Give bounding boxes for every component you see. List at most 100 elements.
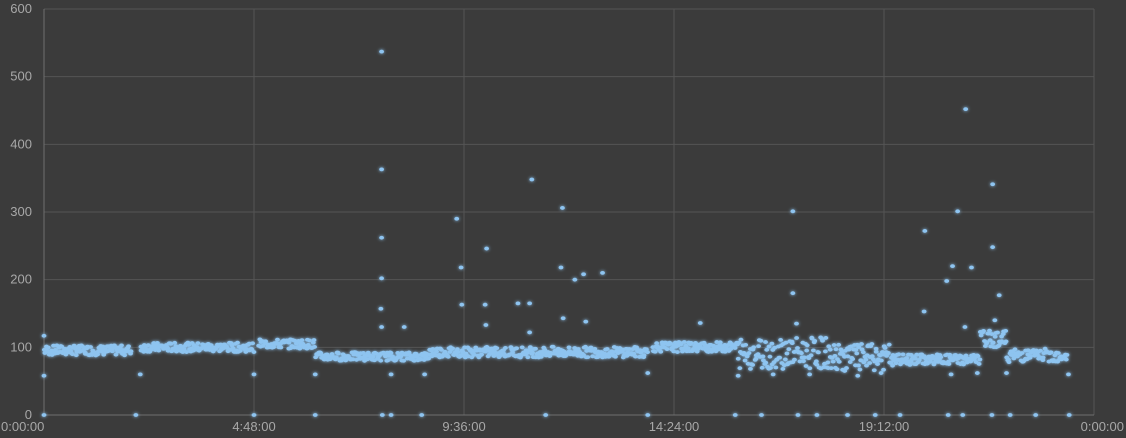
baseline-point <box>828 366 834 371</box>
data-point <box>379 276 385 281</box>
baseline-point <box>853 347 859 352</box>
baseline-point <box>872 359 878 364</box>
baseline-point <box>769 341 775 346</box>
baseline-point <box>286 340 292 345</box>
baseline-point <box>792 357 797 362</box>
data-point <box>992 318 998 323</box>
baseline-point <box>494 346 500 351</box>
data-point <box>133 413 139 417</box>
baseline-point <box>881 367 886 372</box>
baseline-point <box>658 349 664 354</box>
baseline-point <box>525 355 531 360</box>
data-point <box>401 325 407 329</box>
baseline-point <box>806 356 812 360</box>
baseline-point <box>312 345 317 349</box>
baseline-point <box>784 351 790 356</box>
baseline-point <box>333 355 339 360</box>
data-point <box>794 321 799 326</box>
baseline-point <box>644 347 649 352</box>
baseline-point <box>1055 351 1061 355</box>
baseline-point <box>990 340 996 345</box>
data-point <box>543 413 549 417</box>
baseline-point <box>801 355 807 360</box>
baseline-point <box>857 367 863 372</box>
baseline-point <box>426 356 432 361</box>
data-point <box>990 182 996 187</box>
data-point <box>41 413 47 417</box>
baseline-point <box>912 356 918 361</box>
baseline-point <box>822 349 828 354</box>
baseline-point <box>810 348 816 353</box>
baseline-point <box>145 343 151 348</box>
baseline-point <box>850 357 856 361</box>
baseline-point <box>748 367 753 371</box>
baseline-point <box>847 360 853 364</box>
data-point <box>948 372 954 377</box>
baseline-point <box>907 363 913 367</box>
baseline-point <box>533 346 538 351</box>
baseline-point <box>875 362 880 366</box>
baseline-point <box>878 358 884 363</box>
baseline-point <box>410 354 416 359</box>
data-point <box>963 107 969 112</box>
baseline-point <box>854 351 860 356</box>
baseline-point <box>654 341 660 346</box>
data-point <box>759 413 764 417</box>
baseline-point <box>987 338 993 343</box>
data-point <box>1066 372 1071 377</box>
baseline-point <box>530 350 535 355</box>
baseline-point <box>978 333 984 338</box>
baseline-point <box>977 357 983 362</box>
baseline-point <box>755 352 761 357</box>
baseline-point <box>237 349 243 353</box>
data-point <box>645 371 651 375</box>
baseline-point <box>801 359 806 364</box>
baseline-point <box>606 354 612 359</box>
baseline-point <box>613 354 618 359</box>
data-point <box>529 177 535 182</box>
y-tick-label: 500 <box>10 69 32 84</box>
baseline-point <box>825 360 831 365</box>
baseline-point <box>804 348 810 353</box>
baseline-point <box>1006 360 1012 365</box>
baseline-point <box>401 358 407 363</box>
baseline-point <box>1038 348 1043 353</box>
baseline-point <box>365 350 371 355</box>
baseline-point <box>263 339 269 344</box>
baseline-point <box>229 343 235 348</box>
baseline-point <box>987 328 992 333</box>
baseline-point <box>1040 355 1046 360</box>
baseline-point <box>832 354 838 358</box>
baseline-point <box>763 360 769 365</box>
baseline-point <box>278 345 284 350</box>
data-point <box>922 229 928 233</box>
baseline-point <box>812 338 818 343</box>
baseline-point <box>768 366 773 370</box>
baseline-point <box>95 352 101 357</box>
data-point <box>454 216 460 221</box>
baseline-point <box>370 354 376 359</box>
data-point <box>379 49 385 54</box>
baseline-point <box>184 350 189 354</box>
data-point <box>527 330 533 335</box>
baseline-point <box>1064 352 1070 357</box>
baseline-point <box>70 352 75 357</box>
baseline-point <box>813 359 819 364</box>
baseline-point <box>981 329 986 333</box>
baseline-point <box>195 341 201 346</box>
baseline-point <box>794 336 799 340</box>
data-point <box>41 373 47 378</box>
data-point <box>558 265 564 270</box>
baseline-point <box>113 352 119 357</box>
baseline-point <box>126 344 131 349</box>
baseline-point <box>782 357 788 362</box>
data-point <box>378 306 384 311</box>
baseline-point <box>834 367 840 372</box>
baseline-point <box>88 345 93 349</box>
data-point <box>388 413 394 417</box>
baseline-point <box>63 352 69 357</box>
data-point <box>974 371 980 375</box>
data-point <box>989 413 995 417</box>
baseline-point <box>306 338 312 343</box>
